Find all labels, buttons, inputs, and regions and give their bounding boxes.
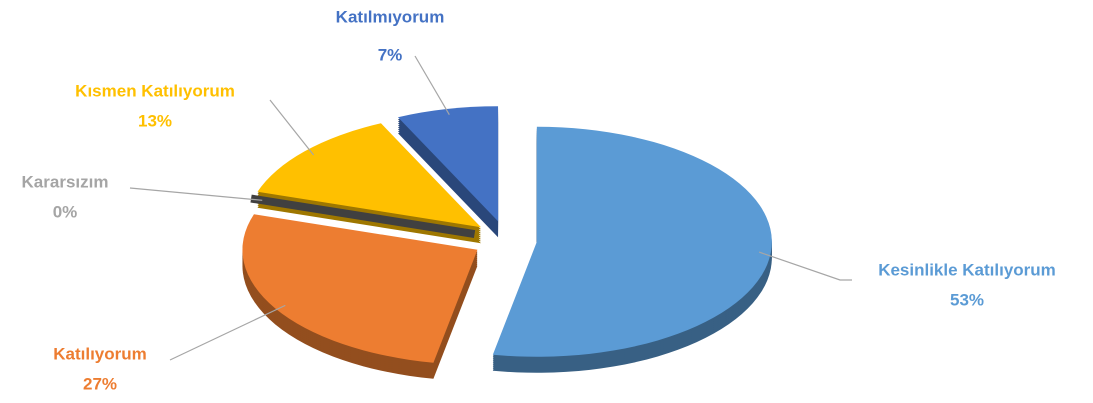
value-label: 0% [53,202,78,221]
slice [257,123,481,228]
slice-label: Kararsızım [22,172,109,191]
slice-label: Katılmıyorum [336,7,445,26]
leader-line [129,187,263,201]
slice [242,214,478,363]
leader-line [758,251,852,281]
slice-label: Katılıyorum [53,344,147,363]
value-label: 13% [138,111,172,130]
slice [250,194,476,239]
slice [397,106,499,222]
leader-line [169,304,286,361]
slice-label: Kesinlikle Katılıyorum [878,260,1056,279]
leader-line [414,55,450,115]
value-label: 27% [83,374,117,393]
value-label: 7% [378,45,403,64]
value-label: 53% [950,290,984,309]
slice [492,126,772,357]
slice-label: Kısmen Katılıyorum [75,81,235,100]
leader-line [269,99,315,156]
